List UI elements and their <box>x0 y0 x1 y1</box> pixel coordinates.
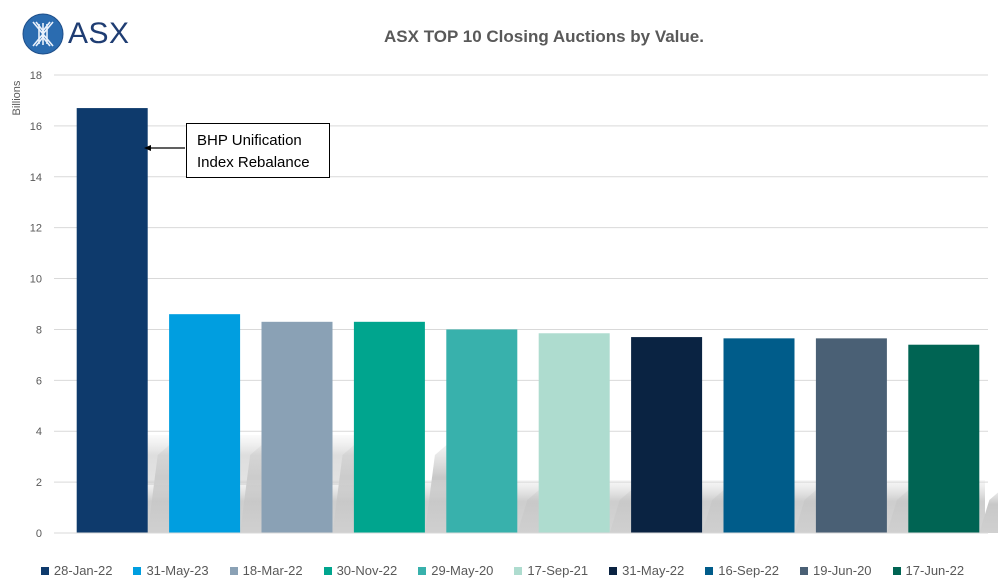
bar-17-sep-21 <box>538 333 610 533</box>
legend-item: 31-May-23 <box>133 563 209 578</box>
y-tick-label: 0 <box>36 528 42 540</box>
asx-x-logo-icon <box>22 13 64 55</box>
annotation-line-1: BHP Unification <box>197 132 302 149</box>
y-tick-label: 8 <box>36 324 42 336</box>
legend-swatch-icon <box>418 566 427 575</box>
legend-swatch-icon <box>705 566 714 575</box>
bar-19-jun-20 <box>815 338 887 533</box>
y-tick-label: 18 <box>30 70 42 82</box>
legend-label: 16-Sep-22 <box>718 563 779 578</box>
legend-label: 18-Mar-22 <box>242 563 303 578</box>
bar-16-sep-22 <box>723 338 795 533</box>
legend-swatch-icon <box>892 566 901 575</box>
legend-item: 17-Jun-22 <box>892 563 965 578</box>
legend-item: 29-May-20 <box>418 563 493 578</box>
legend-item: 28-Jan-22 <box>40 563 113 578</box>
y-tick-label: 12 <box>30 223 42 235</box>
y-tick-label: 14 <box>30 172 42 184</box>
legend-swatch-icon <box>609 566 618 575</box>
chart-title: ASX TOP 10 Closing Auctions by Value. <box>384 27 704 46</box>
bar-18-mar-22 <box>261 321 333 533</box>
y-tick-label: 4 <box>36 426 42 438</box>
y-tick-label: 16 <box>30 121 42 133</box>
legend-swatch-icon <box>514 566 523 575</box>
legend-item: 18-Mar-22 <box>229 563 303 578</box>
legend-swatch-icon <box>323 566 332 575</box>
legend-label: 29-May-20 <box>431 563 494 578</box>
legend-label: 19-Jun-20 <box>812 563 872 578</box>
bar-28-jan-22 <box>76 108 148 534</box>
legend-item: 31-May-22 <box>609 563 684 578</box>
legend-label: 30-Nov-22 <box>336 563 398 578</box>
legend-item: 17-Sep-21 <box>514 563 588 578</box>
asx-logo-text: ASX <box>68 17 130 50</box>
legend-swatch-icon <box>40 566 49 575</box>
bar-31-may-23 <box>169 314 241 533</box>
legend-item: 19-Jun-20 <box>799 563 872 578</box>
legend: 28-Jan-22 31-May-23 18-Mar-22 30-Nov-22 29-M… <box>0 563 998 578</box>
bar-31-may-22 <box>631 337 703 533</box>
y-tick-label: 10 <box>30 274 42 286</box>
legend-label: 17-Sep-21 <box>527 563 589 578</box>
legend-label: 31-May-23 <box>146 563 209 578</box>
legend-swatch-icon <box>133 566 142 575</box>
bar-30-nov-22 <box>353 321 425 533</box>
legend-swatch-icon <box>229 566 238 575</box>
bar-17-jun-22 <box>908 344 980 533</box>
legend-swatch-icon <box>799 566 808 575</box>
legend-label: 28-Jan-22 <box>53 563 113 578</box>
y-tick-label: 2 <box>36 477 42 489</box>
legend-item: 30-Nov-22 <box>323 563 398 578</box>
annotation-line-2: Index Rebalance <box>197 154 310 171</box>
legend-label: 31-May-22 <box>622 563 685 578</box>
y-tick-label: 6 <box>36 375 42 387</box>
asx-logo: ASX <box>22 13 130 55</box>
annotation-arrowhead-icon <box>144 145 151 151</box>
bar-29-may-20 <box>446 329 518 533</box>
annotation-box: BHP Unification Index Rebalance <box>186 123 330 178</box>
legend-item: 16-Sep-22 <box>705 563 779 578</box>
legend-label: 17-Jun-22 <box>905 563 965 578</box>
